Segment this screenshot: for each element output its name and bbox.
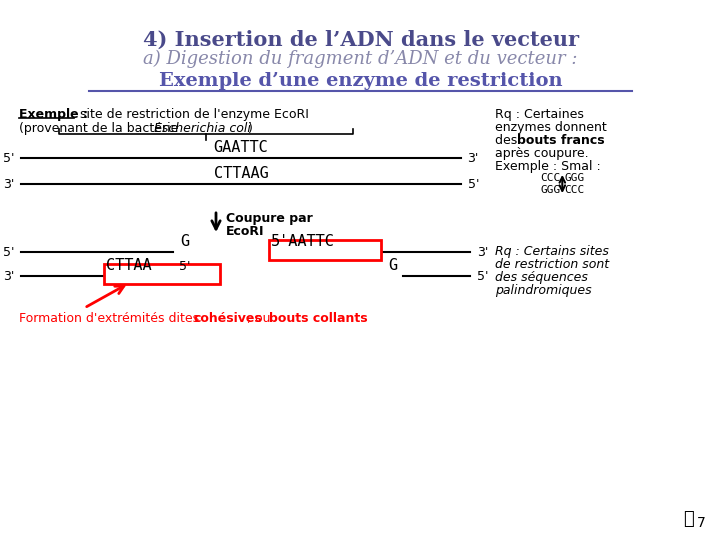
Text: 3': 3' <box>3 269 14 282</box>
Text: Rq : Certains sites: Rq : Certains sites <box>495 245 609 258</box>
Text: GAATTC: GAATTC <box>214 140 269 155</box>
Text: Exemple : Smal :: Exemple : Smal : <box>495 160 601 173</box>
Text: 7: 7 <box>697 516 706 530</box>
Text: CTTAAG: CTTAAG <box>214 166 269 181</box>
Text: 5': 5' <box>179 260 191 273</box>
Text: ): ) <box>248 122 253 135</box>
Text: des séquences: des séquences <box>495 271 588 284</box>
Text: 5': 5' <box>3 246 14 259</box>
Text: CTTAA: CTTAA <box>107 258 152 273</box>
Text: GGG: GGG <box>564 173 585 183</box>
Text: G: G <box>388 258 397 273</box>
Text: CCC: CCC <box>564 185 585 195</box>
Text: Rq : Certaines: Rq : Certaines <box>495 108 585 121</box>
Text: 5': 5' <box>467 178 479 191</box>
Text: G: G <box>181 234 189 249</box>
Text: des: des <box>495 134 522 147</box>
Text: Escherichia coli: Escherichia coli <box>154 122 251 135</box>
Text: 3': 3' <box>477 246 489 259</box>
Text: palindromiques: palindromiques <box>495 284 592 297</box>
Text: 3': 3' <box>3 178 14 191</box>
Text: EcoRI: EcoRI <box>226 225 264 238</box>
Text: a) Digestion du fragment d’ADN et du vecteur :: a) Digestion du fragment d’ADN et du vec… <box>143 50 578 68</box>
Text: après coupure.: après coupure. <box>495 147 589 160</box>
Bar <box>269 240 381 260</box>
Text: 5': 5' <box>477 269 489 282</box>
Text: Coupure par: Coupure par <box>226 212 312 225</box>
Text: 5'AATTC: 5'AATTC <box>271 234 335 249</box>
Text: cohésives: cohésives <box>193 312 262 325</box>
Text: de restriction sont: de restriction sont <box>495 258 610 271</box>
Text: enzymes donnent: enzymes donnent <box>495 121 607 134</box>
Text: CCC: CCC <box>540 173 560 183</box>
Text: (provenant de la bactérie: (provenant de la bactérie <box>19 122 183 135</box>
Text: Formation d'extrémités dites: Formation d'extrémités dites <box>19 312 204 325</box>
Text: bouts francs: bouts francs <box>518 134 605 147</box>
Text: site de restriction de l'enzyme EcoRI: site de restriction de l'enzyme EcoRI <box>76 108 309 121</box>
Text: 4) Insertion de l’ADN dans le vecteur: 4) Insertion de l’ADN dans le vecteur <box>143 30 579 50</box>
Text: 🔊: 🔊 <box>683 510 693 528</box>
Bar <box>104 264 220 284</box>
Text: Exemple d’une enzyme de restriction: Exemple d’une enzyme de restriction <box>159 72 562 90</box>
Text: , ou: , ou <box>247 312 274 325</box>
Text: Exemple :: Exemple : <box>19 108 89 121</box>
Text: 3': 3' <box>467 152 479 165</box>
Text: 5': 5' <box>3 152 14 165</box>
Text: bouts collants: bouts collants <box>269 312 367 325</box>
Text: GGG: GGG <box>540 185 560 195</box>
